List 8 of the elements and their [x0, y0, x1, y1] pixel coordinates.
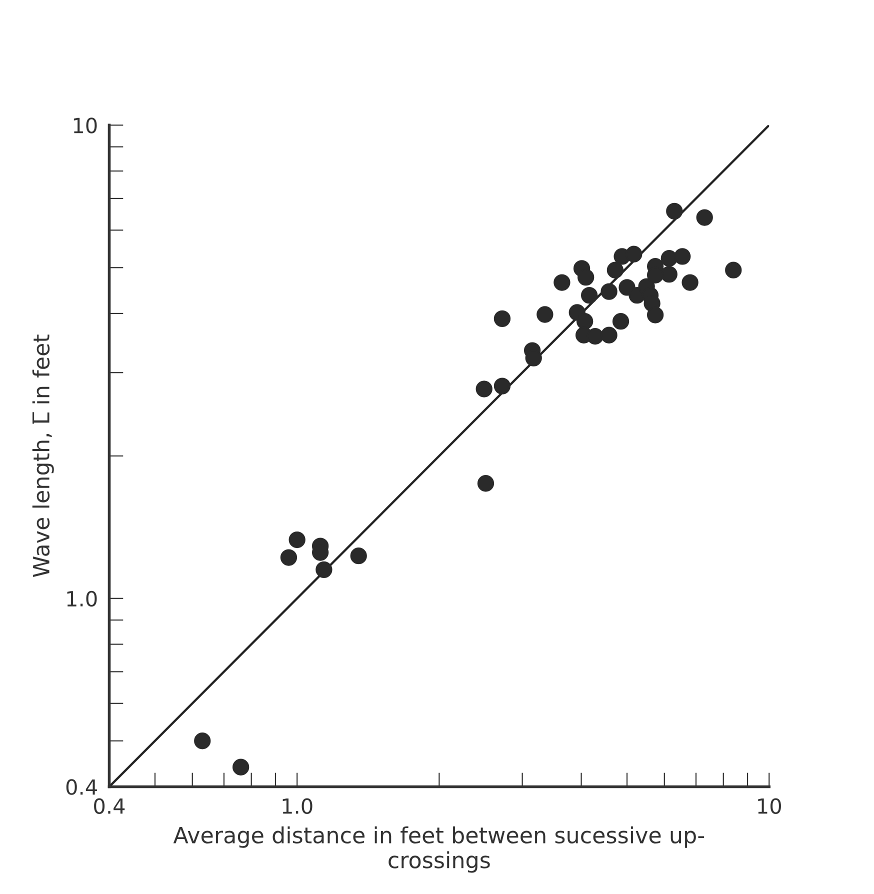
y-axis-title: Wave length, L̅ in feet — [32, 334, 54, 578]
y-tick-label: 1.0 — [67, 590, 97, 607]
y-tick-label: 0.4 — [66, 779, 97, 795]
y-tick-label: 10 — [74, 118, 97, 134]
x-tick-label: 1.0 — [282, 798, 312, 814]
x-axis-title: Average distance in feet between sucessive up- crossings — [173, 826, 704, 873]
x-tick-label: 0.4 — [94, 798, 125, 814]
x-tick-label: 10 — [758, 798, 781, 814]
